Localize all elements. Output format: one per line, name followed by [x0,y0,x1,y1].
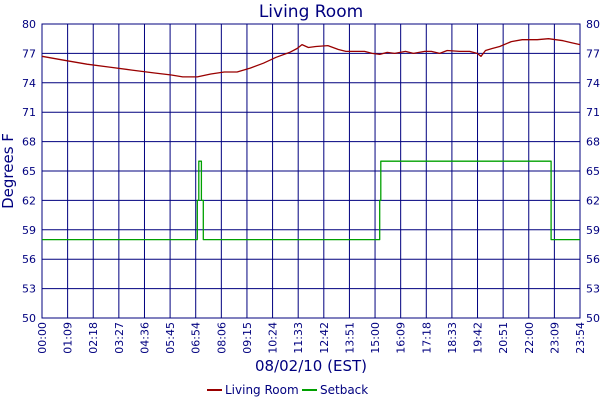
y-tick-label-left: 53 [22,283,36,296]
y-tick-label-left: 62 [22,194,36,207]
series-layer [41,38,581,241]
y-tick-label-right: 53 [586,283,600,296]
x-tick-label: 12:42 [318,322,331,354]
y-tick-label-right: 80 [586,18,600,31]
x-tick-label: 11:33 [292,322,305,354]
y-tick-label-left: 56 [22,253,36,266]
y-tick-label-right: 56 [586,253,600,266]
y-tick-label-right: 68 [586,136,600,149]
y-tick-label-left: 59 [22,224,36,237]
x-tick-label: 16:09 [395,322,408,354]
series-line-living-room [41,38,581,78]
y-tick-label-right: 62 [586,194,600,207]
x-tick-label: 08:06 [215,322,228,354]
x-tick-label: 13:51 [343,322,356,354]
x-tick-label: 09:15 [241,322,254,354]
y-tick-label-left: 65 [22,165,36,178]
legend-label-setback: Setback [320,383,368,397]
x-tick-label: 04:36 [138,322,151,354]
y-tick-label-right: 71 [586,106,600,119]
y-tick-label-right: 50 [586,312,600,325]
x-tick-label: 00:00 [36,322,49,354]
x-tick-label: 10:24 [267,322,280,354]
x-axis-title: 08/02/10 (EST) [255,357,367,375]
x-tick-label: 06:54 [190,322,203,354]
legend: Living Room Setback [207,383,368,397]
x-tick-label: 02:18 [87,322,100,354]
x-tick-label: 19:42 [472,322,485,354]
y-tick-label-left: 74 [22,77,36,90]
legend-label-living-room: Living Room [225,383,299,397]
x-tick-label: 15:00 [369,322,382,354]
grid-lines [41,23,581,319]
x-tick-label: 22:00 [523,322,536,354]
y-tick-label-left: 68 [22,136,36,149]
x-tick-label: 17:18 [420,322,433,354]
y-tick-label-right: 77 [586,47,600,60]
x-tick-label: 23:54 [574,322,587,354]
y-tick-label-left: 77 [22,47,36,60]
chart-title: Living Room [259,2,363,22]
y-tick-label-right: 59 [586,224,600,237]
x-tick-label: 05:45 [164,322,177,354]
y-tick-label-right: 65 [586,165,600,178]
y-tick-label-left: 80 [22,18,36,31]
y-axis-title: Degrees F [0,133,17,209]
y-tick-label-right: 74 [586,77,600,90]
x-tick-label: 03:27 [113,322,126,354]
tick-labels: 50 50 53 53 56 56 59 59 62 62 65 65 68 68 71 71 74 74 77 77… [22,18,600,354]
series-line-setback [42,160,580,241]
y-tick-label-left: 71 [22,106,36,119]
x-tick-label: 18:33 [446,322,459,354]
x-tick-label: 01:09 [62,322,75,354]
x-tick-label: 23:09 [548,322,561,354]
y-tick-label-left: 50 [22,312,36,325]
x-tick-label: 20:51 [497,322,510,354]
